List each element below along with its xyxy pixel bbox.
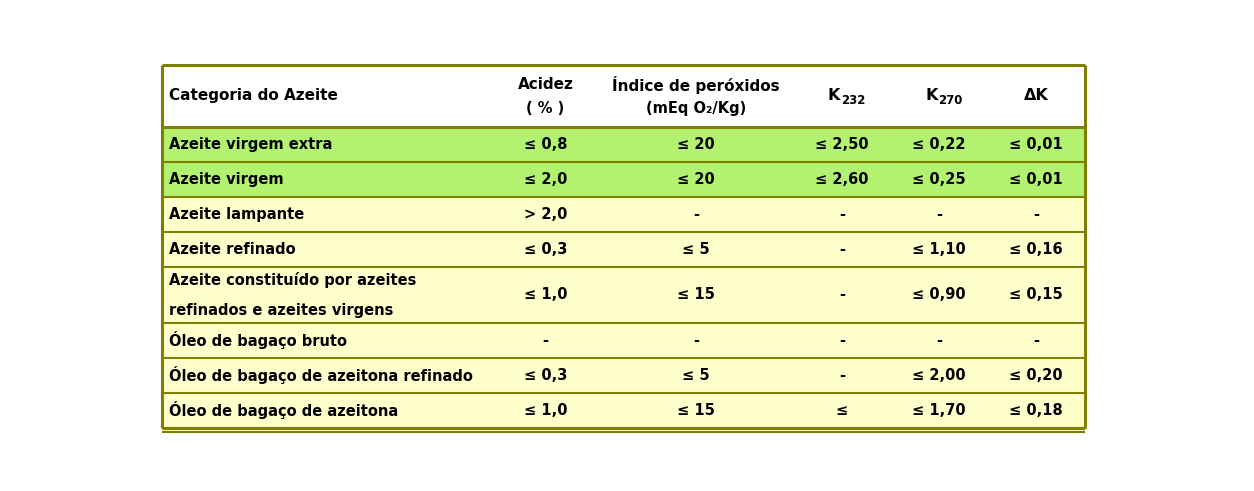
Text: Óleo de bagaço de azeitona refinado: Óleo de bagaço de azeitona refinado	[169, 366, 473, 384]
Text: ≤ 0,15: ≤ 0,15	[1009, 287, 1063, 302]
Text: ≤: ≤	[835, 403, 848, 417]
Text: ≤ 1,70: ≤ 1,70	[912, 403, 966, 417]
Text: > 2,0: > 2,0	[524, 207, 567, 222]
Text: Azeite refinado: Azeite refinado	[169, 243, 296, 257]
Text: -: -	[839, 368, 845, 382]
Text: ΔK: ΔK	[1025, 88, 1048, 104]
Text: ( % ): ( % )	[527, 101, 564, 116]
Text: -: -	[839, 207, 845, 222]
Bar	[162, 268, 1085, 323]
Text: -: -	[1033, 332, 1040, 348]
Bar	[162, 163, 1085, 197]
Text: ≤ 5: ≤ 5	[682, 243, 710, 257]
Text: Azeite lampante: Azeite lampante	[169, 207, 305, 222]
Text: Categoria do Azeite: Categoria do Azeite	[169, 88, 339, 104]
Text: ≤ 15: ≤ 15	[677, 287, 715, 302]
Text: ≤ 0,25: ≤ 0,25	[912, 172, 966, 188]
Text: Índice de peróxidos: Índice de peróxidos	[612, 76, 780, 94]
Text: ≤ 2,0: ≤ 2,0	[524, 172, 567, 188]
Text: 270: 270	[938, 94, 963, 107]
Text: ≤ 1,0: ≤ 1,0	[524, 403, 567, 417]
Text: ≤ 0,22: ≤ 0,22	[913, 137, 966, 152]
Text: Azeite virgem extra: Azeite virgem extra	[169, 137, 332, 152]
Text: -: -	[1033, 207, 1040, 222]
Text: -: -	[543, 332, 548, 348]
Text: Acidez: Acidez	[518, 77, 573, 92]
Text: ≤ 0,18: ≤ 0,18	[1009, 403, 1063, 417]
Text: Óleo de bagaço bruto: Óleo de bagaço bruto	[169, 331, 347, 349]
Text: -: -	[839, 287, 845, 302]
Text: ≤ 0,16: ≤ 0,16	[1009, 243, 1063, 257]
Text: -: -	[839, 332, 845, 348]
Text: ≤ 0,01: ≤ 0,01	[1009, 172, 1063, 188]
Text: Azeite constituído por azeites: Azeite constituído por azeites	[169, 272, 416, 288]
Bar	[162, 232, 1085, 268]
Text: ≤ 0,90: ≤ 0,90	[912, 287, 966, 302]
Text: ≤ 2,00: ≤ 2,00	[912, 368, 966, 382]
Text: 232: 232	[841, 94, 865, 107]
Text: refinados e azeites virgens: refinados e azeites virgens	[169, 303, 394, 318]
Text: ≤ 0,3: ≤ 0,3	[524, 243, 567, 257]
Text: K: K	[925, 88, 938, 104]
Bar	[162, 428, 1085, 432]
Text: -: -	[839, 243, 845, 257]
Text: ≤ 0,01: ≤ 0,01	[1009, 137, 1063, 152]
Text: ≤ 2,60: ≤ 2,60	[815, 172, 869, 188]
Text: -: -	[693, 207, 700, 222]
Text: ≤ 20: ≤ 20	[677, 137, 715, 152]
Bar	[162, 392, 1085, 428]
Text: K: K	[828, 88, 840, 104]
Text: -: -	[693, 332, 700, 348]
Text: ≤ 2,50: ≤ 2,50	[815, 137, 869, 152]
Text: ≤ 1,10: ≤ 1,10	[912, 243, 966, 257]
Bar	[162, 127, 1085, 163]
Text: ≤ 20: ≤ 20	[677, 172, 715, 188]
Text: ≤ 5: ≤ 5	[682, 368, 710, 382]
Text: ≤ 1,0: ≤ 1,0	[524, 287, 567, 302]
Text: (mEq O₂/Kg): (mEq O₂/Kg)	[646, 101, 746, 116]
Bar	[162, 357, 1085, 392]
Text: Azeite virgem: Azeite virgem	[169, 172, 283, 188]
Text: -: -	[935, 207, 942, 222]
Bar	[162, 65, 1085, 127]
Text: -: -	[935, 332, 942, 348]
Text: ≤ 0,20: ≤ 0,20	[1009, 368, 1063, 382]
Text: ≤ 0,8: ≤ 0,8	[524, 137, 567, 152]
Text: Óleo de bagaço de azeitona: Óleo de bagaço de azeitona	[169, 401, 399, 419]
Bar	[162, 323, 1085, 357]
Text: ≤ 15: ≤ 15	[677, 403, 715, 417]
Text: ≤ 0,3: ≤ 0,3	[524, 368, 567, 382]
Bar	[162, 197, 1085, 232]
